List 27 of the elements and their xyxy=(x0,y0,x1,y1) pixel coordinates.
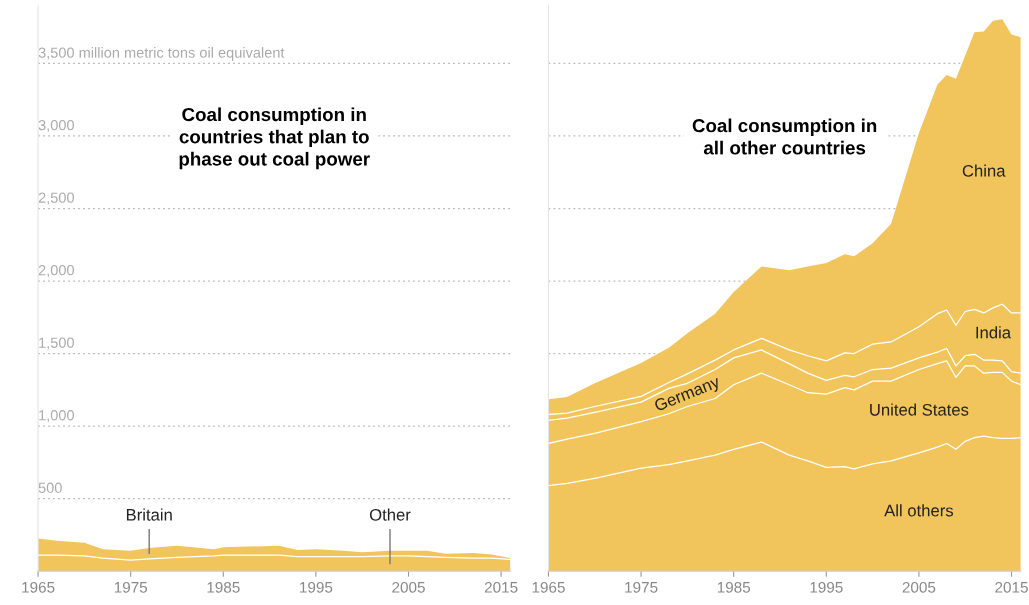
y-tick-label: 2,000 xyxy=(38,265,74,278)
x-tick-label: 1995 xyxy=(300,581,333,593)
series-label: China xyxy=(962,164,1006,177)
series-label: India xyxy=(976,326,1012,339)
text: Coal consumption in countries that plan to phase out coal power xyxy=(179,107,370,170)
y-tick-label: 1,000 xyxy=(39,410,74,423)
x-tick-label: 2015 xyxy=(995,581,1028,593)
x-tick-label: 1975 xyxy=(114,581,148,593)
x-tick-label: 1985 xyxy=(207,581,240,593)
text: Coal consumption in all other countries xyxy=(692,118,877,155)
x-tick-label: 1965 xyxy=(532,581,565,593)
y-tick-label: 500 xyxy=(38,482,62,493)
x-tick-label: 1965 xyxy=(22,581,55,593)
x-tick-label: 2015 xyxy=(484,581,518,593)
x-tick-label: 1985 xyxy=(717,581,751,593)
x-tick-label: 1995 xyxy=(810,581,843,593)
series-label: Britain xyxy=(126,508,172,521)
series-label: All others xyxy=(884,504,954,517)
x-tick-label: 1975 xyxy=(625,581,658,593)
y-tick-label: 1,500 xyxy=(39,337,74,350)
y-tick-label: 3,000 xyxy=(38,120,74,133)
series-label: United States xyxy=(870,403,969,416)
y-tick-label: 3,500 million metric tons oil equivalent xyxy=(38,47,285,61)
x-tick-label: 2005 xyxy=(902,581,936,593)
x-tick-label: 2005 xyxy=(392,581,425,593)
text: Other xyxy=(369,508,411,521)
y-tick-label: 2,500 xyxy=(38,192,74,205)
